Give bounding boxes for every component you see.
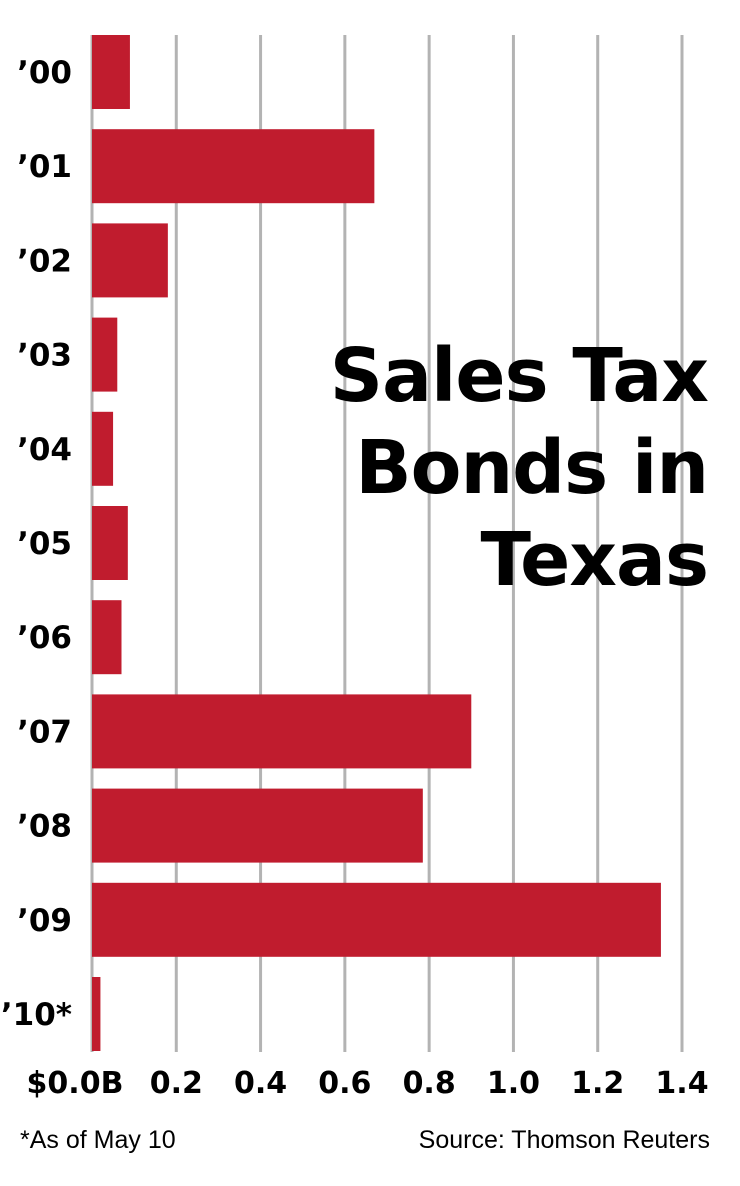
bar	[92, 600, 122, 675]
bar	[92, 129, 375, 204]
x-tick-label: 0.4	[234, 1066, 287, 1101]
x-tick-label: 1.0	[487, 1066, 540, 1101]
bar	[92, 411, 114, 486]
y-tick-label: ’07	[17, 714, 72, 750]
chart-title: Sales Tax Bonds in Texas	[288, 330, 709, 606]
y-tick-label: ’02	[17, 243, 72, 279]
x-tick-label: 1.4	[655, 1066, 708, 1101]
chart-title-line-3: Texas	[480, 517, 709, 603]
bar	[92, 506, 128, 580]
chart-title-line-1: Sales Tax	[329, 333, 709, 419]
chart-title-line-2: Bonds in	[355, 425, 709, 511]
footnote: *As of May 10	[20, 1126, 176, 1154]
bar	[92, 317, 118, 392]
y-tick-label: ’06	[17, 620, 72, 656]
x-tick-label: 0.6	[318, 1066, 371, 1101]
y-tick-label: ’03	[17, 338, 72, 374]
x-axis-labels: $0.0B 0.2 0.4 0.6 0.8 1.0 1.2 1.4	[27, 1066, 709, 1101]
bar	[92, 977, 101, 1051]
y-tick-label: ’04	[17, 432, 72, 468]
x-tick-label: 0.8	[403, 1066, 456, 1101]
y-tick-label: ’08	[17, 809, 72, 845]
bar	[92, 223, 168, 298]
x-tick-label: 0.2	[150, 1066, 203, 1101]
bar	[92, 882, 661, 957]
x-tick-label: $0.0B	[27, 1066, 124, 1101]
y-tick-label: ’00	[17, 55, 72, 91]
y-tick-label: ’01	[17, 149, 72, 185]
y-tick-label: ’05	[17, 526, 72, 562]
gridlines	[90, 35, 684, 1052]
bars	[92, 35, 661, 1051]
y-tick-label: ’10*	[1, 997, 72, 1033]
bar	[92, 35, 130, 109]
x-tick-label: 1.2	[571, 1066, 624, 1101]
bar	[92, 788, 423, 863]
y-tick-label: ’09	[17, 903, 72, 939]
source-credit: Source: Thomson Reuters	[418, 1126, 710, 1154]
bar	[92, 694, 472, 769]
y-axis-labels: ’00 ’01 ’02 ’03 ’04 ’05 ’06 ’07 ’08 ’09 ’10*	[1, 55, 72, 1033]
